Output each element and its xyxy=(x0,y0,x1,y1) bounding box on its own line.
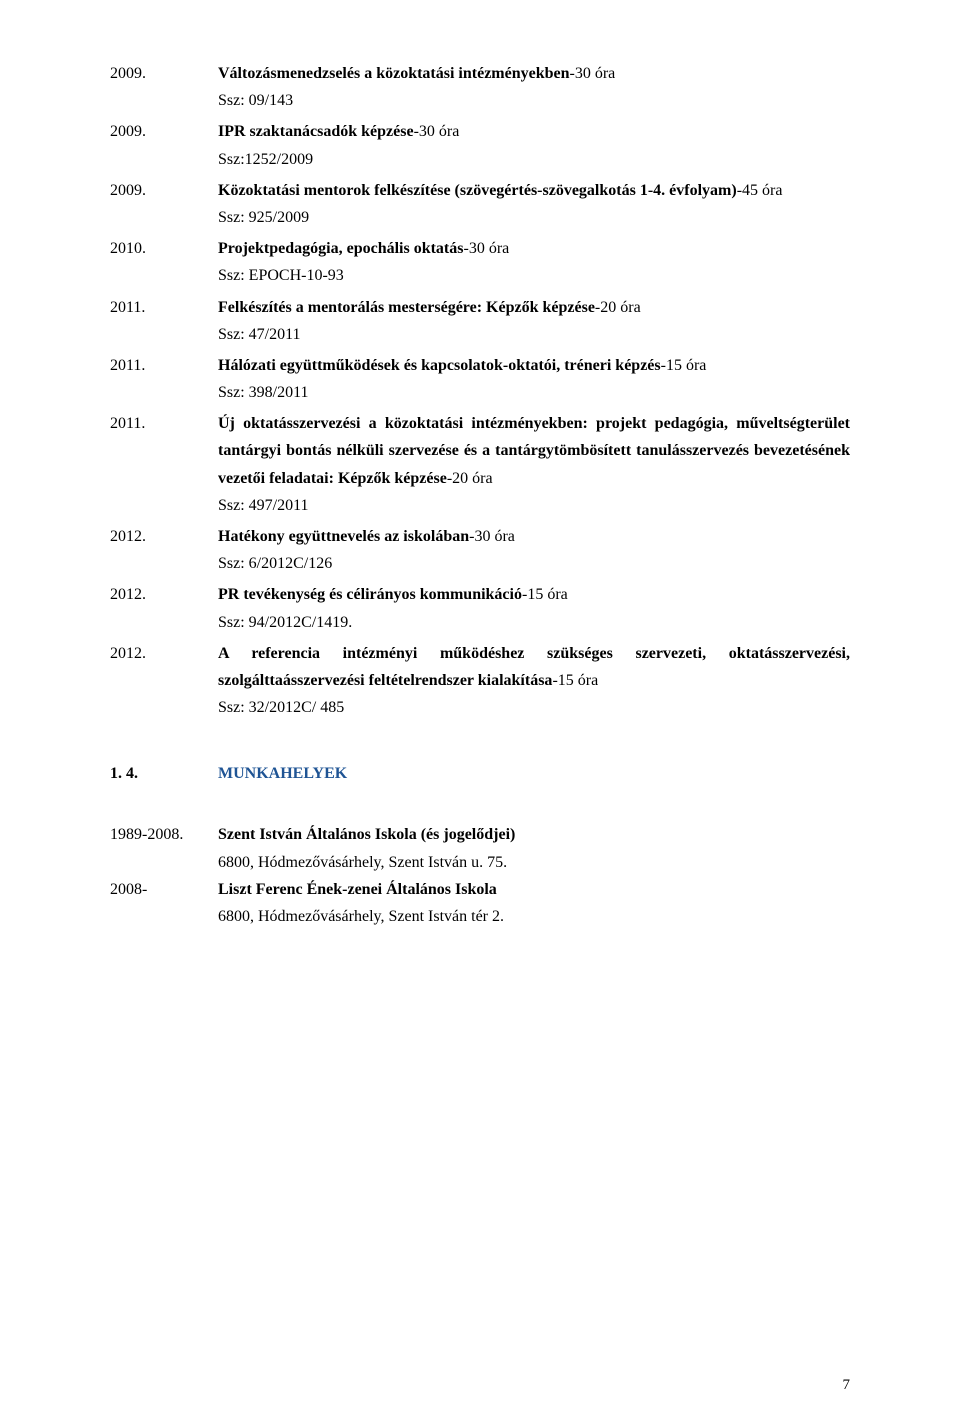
entry-title-bold: Projektpedagógia, epochális oktatás xyxy=(218,240,463,257)
entry-row: 2012.PR tevékenység és célirányos kommun… xyxy=(110,581,850,608)
entry-title-suffix: -30 óra xyxy=(463,240,509,257)
entry: 2009.IPR szaktanácsadók képzése-30 óraSs… xyxy=(110,118,850,172)
entry-title-suffix: -45 óra xyxy=(737,182,783,199)
entry-title: Változásmenedzselés a közoktatási intézm… xyxy=(218,60,850,87)
entry-subline: Ssz: 47/2011 xyxy=(110,321,850,348)
entry-title: Közoktatási mentorok felkészítése (szöve… xyxy=(218,177,850,204)
entry-row: 2010.Projektpedagógia, epochális oktatás… xyxy=(110,235,850,262)
entry-title: PR tevékenység és célirányos kommunikáci… xyxy=(218,581,850,608)
entry-title-suffix: -20 óra xyxy=(447,470,493,487)
entry-title-suffix: -30 óra xyxy=(414,123,460,140)
entry-row: 2009.IPR szaktanácsadók képzése-30 óra xyxy=(110,118,850,145)
entry-year: 2009. xyxy=(110,118,218,145)
entry-title-bold: Változásmenedzselés a közoktatási intézm… xyxy=(218,65,570,82)
entry-year: 2011. xyxy=(110,294,218,321)
entries-list: 2009.Változásmenedzselés a közoktatási i… xyxy=(110,60,850,721)
page: 2009.Változásmenedzselés a közoktatási i… xyxy=(0,0,960,1424)
section-number: 1. 4. xyxy=(110,765,218,783)
entry-subline: Ssz:1252/2009 xyxy=(110,146,850,173)
entry-title: A referencia intézményi működéshez szüks… xyxy=(218,640,850,694)
entry-title-suffix: -20 óra xyxy=(595,299,641,316)
entry-title-suffix: -15 óra xyxy=(552,672,598,689)
workplace-row: 2008-Liszt Ferenc Ének-zenei Általános I… xyxy=(110,876,850,903)
workplace-address: 6800, Hódmezővásárhely, Szent István tér… xyxy=(110,903,850,930)
entry-title-bold: PR tevékenység és célirányos kommunikáci… xyxy=(218,586,522,603)
entry-year: 2012. xyxy=(110,640,218,667)
entry-title-bold: Hálózati együttműködések és kapcsolatok-… xyxy=(218,357,661,374)
entry-year: 2010. xyxy=(110,235,218,262)
entry-title-suffix: -30 óra xyxy=(469,528,515,545)
entry-title-bold: A referencia intézményi működéshez szüks… xyxy=(218,645,850,689)
entry-subline: Ssz: 6/2012C/126 xyxy=(110,550,850,577)
entry-title: Hatékony együttnevelés az iskolában-30 ó… xyxy=(218,523,850,550)
section-title: MUNKAHELYEK xyxy=(218,765,347,783)
workplace-address: 6800, Hódmezővásárhely, Szent István u. … xyxy=(110,849,850,876)
workplace: 2008-Liszt Ferenc Ének-zenei Általános I… xyxy=(110,876,850,930)
entry-row: 2009.Változásmenedzselés a közoktatási i… xyxy=(110,60,850,87)
entry-subline: Ssz: 94/2012C/1419. xyxy=(110,609,850,636)
entry-subline: Ssz: EPOCH-10-93 xyxy=(110,262,850,289)
entry-title: Hálózati együttműködések és kapcsolatok-… xyxy=(218,352,850,379)
workplace-name: Liszt Ferenc Ének-zenei Általános Iskola xyxy=(218,876,850,903)
entry-year: 2011. xyxy=(110,352,218,379)
workplace-row: 1989-2008.Szent István Általános Iskola … xyxy=(110,821,850,848)
entry: 2010.Projektpedagógia, epochális oktatás… xyxy=(110,235,850,289)
entry-title-bold: IPR szaktanácsadók képzése xyxy=(218,123,414,140)
section-heading: 1. 4. MUNKAHELYEK xyxy=(110,765,850,783)
entry-subline: Ssz: 09/143 xyxy=(110,87,850,114)
entry-year: 2009. xyxy=(110,60,218,87)
entry-year: 2009. xyxy=(110,177,218,204)
entry-row: 2012.A referencia intézményi működéshez … xyxy=(110,640,850,694)
entry: 2012.A referencia intézményi működéshez … xyxy=(110,640,850,722)
entry: 2011.Hálózati együttműködések és kapcsol… xyxy=(110,352,850,406)
workplace-period: 2008- xyxy=(110,876,218,903)
entry: 2009.Változásmenedzselés a közoktatási i… xyxy=(110,60,850,114)
workplace: 1989-2008.Szent István Általános Iskola … xyxy=(110,821,850,875)
page-number: 7 xyxy=(843,1377,851,1394)
workplace-period: 1989-2008. xyxy=(110,821,218,848)
entry: 2011.Új oktatásszervezési a közoktatási … xyxy=(110,410,850,519)
entry-row: 2011.Felkészítés a mentorálás mesterségé… xyxy=(110,294,850,321)
entry-row: 2009.Közoktatási mentorok felkészítése (… xyxy=(110,177,850,204)
entry-subline: Ssz: 398/2011 xyxy=(110,379,850,406)
entry-subline: Ssz: 497/2011 xyxy=(110,492,850,519)
entry-row: 2012.Hatékony együttnevelés az iskolában… xyxy=(110,523,850,550)
entry-title: Új oktatásszervezési a közoktatási intéz… xyxy=(218,410,850,492)
workplace-name: Szent István Általános Iskola (és jogelő… xyxy=(218,821,850,848)
entry-year: 2012. xyxy=(110,523,218,550)
entry-subline: Ssz: 925/2009 xyxy=(110,204,850,231)
entry: 2011.Felkészítés a mentorálás mesterségé… xyxy=(110,294,850,348)
entry-row: 2011.Hálózati együttműködések és kapcsol… xyxy=(110,352,850,379)
workplaces-list: 1989-2008.Szent István Általános Iskola … xyxy=(110,821,850,930)
entry-title-bold: Hatékony együttnevelés az iskolában xyxy=(218,528,469,545)
entry: 2012.PR tevékenység és célirányos kommun… xyxy=(110,581,850,635)
entry-title-suffix: -15 óra xyxy=(522,586,568,603)
entry-row: 2011.Új oktatásszervezési a közoktatási … xyxy=(110,410,850,492)
entry-subline: Ssz: 32/2012C/ 485 xyxy=(110,694,850,721)
entry-title-bold: Felkészítés a mentorálás mesterségére: K… xyxy=(218,299,595,316)
entry-title: Felkészítés a mentorálás mesterségére: K… xyxy=(218,294,850,321)
entry-year: 2011. xyxy=(110,410,218,437)
entry-title-suffix: -15 óra xyxy=(661,357,707,374)
entry-title-bold: Közoktatási mentorok felkészítése (szöve… xyxy=(218,182,737,199)
entry-title: IPR szaktanácsadók képzése-30 óra xyxy=(218,118,850,145)
entry-title-suffix: -30 óra xyxy=(570,65,616,82)
entry: 2012.Hatékony együttnevelés az iskolában… xyxy=(110,523,850,577)
entry-title-bold: Új oktatásszervezési a közoktatási intéz… xyxy=(218,415,850,486)
entry-year: 2012. xyxy=(110,581,218,608)
entry-title: Projektpedagógia, epochális oktatás-30 ó… xyxy=(218,235,850,262)
entry: 2009.Közoktatási mentorok felkészítése (… xyxy=(110,177,850,231)
